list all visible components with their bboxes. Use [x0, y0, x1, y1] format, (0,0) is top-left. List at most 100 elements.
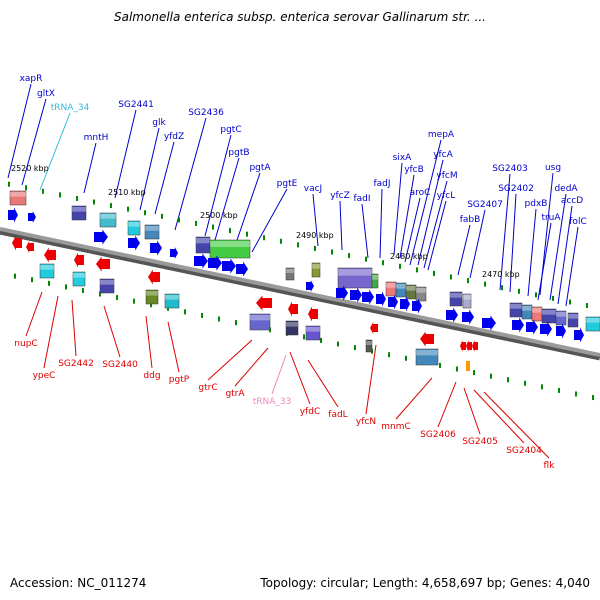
gene-label-usg[interactable]: usg: [545, 163, 561, 173]
forward-gene-arrow[interactable]: [336, 285, 348, 301]
gene-label-yfcb[interactable]: yfcB: [404, 165, 424, 175]
gene-label-sg2441[interactable]: SG2441: [118, 100, 154, 110]
gene-label-nupc[interactable]: nupC: [14, 339, 37, 349]
gene-label-sg2403[interactable]: SG2403: [492, 164, 528, 174]
gene-label-pgtb[interactable]: pgtB: [228, 148, 249, 158]
gene-block[interactable]: [99, 212, 117, 228]
gene-block[interactable]: [371, 273, 379, 289]
gene-block[interactable]: [72, 271, 86, 287]
gene-label-vacj[interactable]: vacJ: [304, 184, 322, 194]
gene-block[interactable]: [39, 263, 55, 279]
forward-gene-arrow[interactable]: [482, 315, 496, 331]
gene-label-fabb[interactable]: fabB: [460, 215, 481, 225]
reverse-gene-arrow[interactable]: [12, 235, 22, 251]
gene-label-yfcm[interactable]: yfcM: [436, 171, 457, 181]
gene-block[interactable]: [127, 220, 141, 236]
gene-label-pgta[interactable]: pgtA: [249, 163, 271, 173]
gene-block[interactable]: [415, 348, 439, 366]
forward-gene-arrow[interactable]: [540, 321, 552, 337]
reverse-gene-arrow[interactable]: [308, 306, 318, 322]
reverse-gene-arrow[interactable]: [472, 340, 478, 352]
forward-gene-arrow[interactable]: [306, 280, 314, 292]
gene-label-yfca[interactable]: yfcA: [433, 150, 453, 160]
gene-block[interactable]: [415, 286, 427, 302]
gene-label-accd[interactable]: accD: [561, 196, 583, 206]
gene-block[interactable]: [144, 224, 160, 240]
gene-label-yfcl[interactable]: yfcL: [437, 191, 455, 201]
gene-block[interactable]: [99, 278, 115, 294]
reverse-gene-arrow[interactable]: [96, 256, 110, 272]
gene-label-aroc[interactable]: aroC: [410, 188, 431, 198]
gene-label-mepa[interactable]: mepA: [428, 130, 455, 140]
gene-label-yfcz[interactable]: yfcZ: [330, 191, 350, 201]
gene-block[interactable]: [567, 312, 579, 328]
gene-label-sg2442[interactable]: SG2442: [58, 359, 94, 369]
reverse-gene-arrow[interactable]: [420, 331, 434, 347]
gene-block[interactable]: [164, 293, 180, 309]
gene-block[interactable]: [285, 267, 295, 281]
gene-label-trna_34[interactable]: tRNA_34: [51, 103, 90, 113]
forward-gene-arrow[interactable]: [150, 240, 162, 256]
gene-label-fadj[interactable]: fadJ: [373, 179, 390, 189]
forward-gene-arrow[interactable]: [236, 261, 248, 277]
gene-label-fadl[interactable]: fadL: [328, 410, 347, 420]
gene-block[interactable]: [305, 325, 321, 341]
forward-gene-arrow[interactable]: [94, 229, 108, 245]
reverse-gene-arrow[interactable]: [44, 247, 56, 263]
forward-gene-arrow[interactable]: [412, 298, 422, 314]
reverse-gene-arrow[interactable]: [26, 241, 34, 253]
forward-gene-arrow[interactable]: [128, 235, 140, 251]
reverse-gene-arrow[interactable]: [460, 340, 466, 352]
gene-label-trua[interactable]: truA: [541, 213, 561, 223]
gene-label-sg2407[interactable]: SG2407: [467, 200, 503, 210]
gene-block[interactable]: [585, 316, 600, 332]
reverse-gene-arrow[interactable]: [148, 269, 160, 285]
gene-label-gltx[interactable]: gltX: [37, 89, 55, 99]
forward-gene-arrow[interactable]: [462, 309, 474, 325]
gene-label-yfdc[interactable]: yfdC: [300, 407, 321, 417]
forward-gene-arrow[interactable]: [208, 255, 222, 271]
reverse-gene-arrow[interactable]: [370, 322, 378, 334]
forward-gene-arrow[interactable]: [376, 291, 386, 307]
gene-label-sg2405[interactable]: SG2405: [462, 437, 498, 447]
gene-label-sg2440[interactable]: SG2440: [102, 360, 138, 370]
gene-label-yfcn[interactable]: yfcN: [356, 417, 376, 427]
forward-gene-arrow[interactable]: [556, 323, 566, 339]
forward-gene-arrow[interactable]: [400, 296, 410, 312]
reverse-gene-arrow[interactable]: [74, 252, 84, 268]
gene-label-folc[interactable]: folC: [569, 217, 586, 227]
gene-label-deda[interactable]: dedA: [554, 184, 578, 194]
gene-label-sg2436[interactable]: SG2436: [188, 108, 224, 118]
gene-block[interactable]: [71, 205, 87, 221]
gene-label-pgtc[interactable]: pgtC: [220, 125, 241, 135]
gene-block[interactable]: [311, 262, 321, 278]
gene-label-ypec[interactable]: ypeC: [33, 371, 56, 381]
gene-label-gtrc[interactable]: gtrC: [198, 383, 217, 393]
forward-gene-arrow[interactable]: [446, 307, 458, 323]
gene-block[interactable]: [449, 291, 463, 307]
reverse-gene-arrow[interactable]: [288, 301, 298, 317]
gene-label-gtra[interactable]: gtrA: [225, 389, 245, 399]
gene-label-glk[interactable]: glk: [152, 118, 166, 128]
reverse-gene-arrow[interactable]: [256, 295, 272, 311]
forward-gene-arrow[interactable]: [526, 319, 538, 335]
gene-label-fadi[interactable]: fadI: [353, 194, 370, 204]
gene-label-xapr[interactable]: xapR: [20, 74, 43, 84]
gene-label-trna_33[interactable]: tRNA_33: [253, 397, 292, 407]
gene-block[interactable]: [555, 310, 567, 326]
reverse-gene-arrow[interactable]: [466, 340, 472, 352]
forward-gene-arrow[interactable]: [388, 294, 398, 310]
forward-gene-arrow[interactable]: [512, 317, 524, 333]
forward-gene-arrow[interactable]: [574, 327, 584, 343]
gene-label-mnth[interactable]: mntH: [84, 133, 109, 143]
gene-label-sixa[interactable]: sixA: [393, 153, 413, 163]
gene-block[interactable]: [462, 293, 472, 309]
forward-gene-arrow[interactable]: [362, 289, 374, 305]
forward-gene-arrow[interactable]: [8, 207, 18, 223]
forward-gene-arrow[interactable]: [222, 258, 236, 274]
forward-gene-arrow[interactable]: [350, 287, 362, 303]
gene-block[interactable]: [365, 339, 373, 353]
gene-label-pgte[interactable]: pgtE: [277, 179, 298, 189]
gene-label-pdxb[interactable]: pdxB: [525, 199, 548, 209]
